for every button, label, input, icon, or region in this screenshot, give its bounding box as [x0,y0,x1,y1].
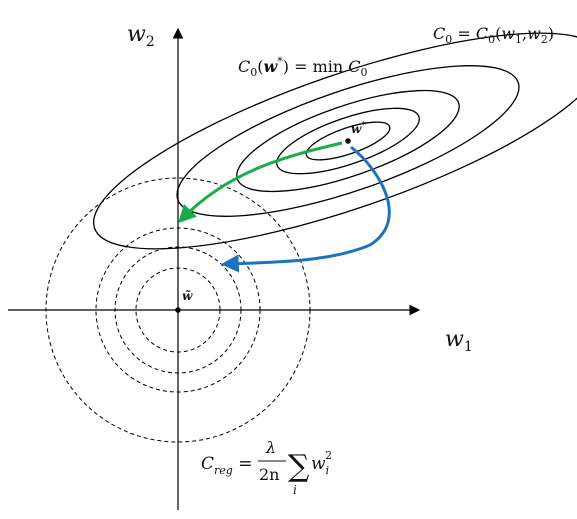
regularized-point-label: w̃ [182,289,193,303]
regularization-contours [45,177,311,443]
path-green [177,141,343,224]
reg-contour-3 [95,227,261,393]
reg-sum-sign: ∑ [288,449,310,484]
loss-contour-2 [276,107,420,175]
regularized-point-dot [175,307,181,313]
reg-denominator: 2n [259,465,279,484]
loss-contour-1 [305,121,391,161]
path-blue [220,145,391,273]
reg-contour-4 [45,177,311,443]
y-axis-label: w2 [127,22,155,50]
regularization-formula: Creg = λ 2n ∑ i wi2 [201,438,332,497]
minimum-label: C0(w*) = min C0 [238,55,368,79]
svg-text:Creg =: Creg = [201,454,252,477]
loss-contour-4 [176,65,520,217]
reg-contour-2 [114,246,242,374]
reg-numerator: λ [265,438,276,457]
loss-function-label: C0 = C0(w1,w2) [433,24,554,46]
optimum-point-dot [345,138,351,144]
x-axis-label: w1 [445,327,473,355]
optimum-point-label: w* [351,121,366,136]
reg-contour-1 [135,267,221,353]
reg-sum-term: wi2 [311,449,332,477]
reg-sum-index: i [293,483,297,497]
loss-contour-5 [93,32,577,250]
